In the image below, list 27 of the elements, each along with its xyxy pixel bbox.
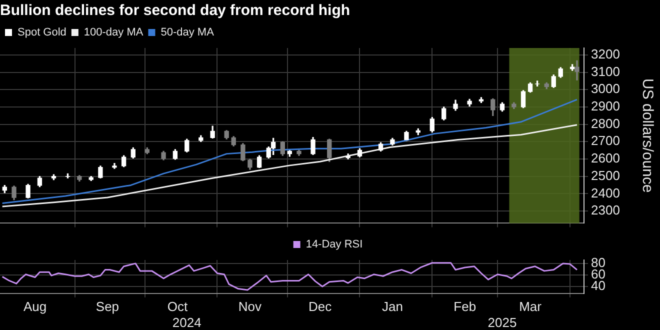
y-tick-label: 2900: [591, 98, 620, 114]
legend-label: 50-day MA: [160, 26, 215, 39]
y-tick-label: 2600: [591, 150, 620, 166]
x-tick-label: Jan: [382, 298, 403, 314]
legend-label: Spot Gold: [18, 26, 66, 39]
y-tick-label: 2400: [591, 185, 620, 200]
y-tick-label: 2300: [591, 202, 620, 218]
y-tick-label: 3200: [591, 46, 620, 62]
y-tick-label: 2500: [591, 168, 620, 183]
y-tick-label: 2700: [591, 133, 620, 148]
chart-title: Bullion declines for second day from record high: [0, 2, 350, 20]
candlestick: [574, 60, 580, 80]
text: 2024: [172, 315, 202, 330]
x-tick-label: Nov: [238, 298, 262, 314]
y-tick-label: 3000: [591, 81, 620, 96]
x-tick-label: Feb: [454, 298, 476, 314]
x-tick-label: Mar: [519, 298, 542, 314]
legend-label: 100-day MA: [84, 26, 144, 39]
y-axis-title: US dollars/ounce: [638, 78, 656, 193]
y-tick-label: 3100: [591, 64, 620, 79]
x-tick-label: Oct: [167, 298, 188, 314]
x-tick-label: Sep: [96, 298, 120, 314]
text: 2025: [488, 315, 517, 330]
legend-label: 14-Day RSI: [306, 238, 363, 251]
x-tick-label: Aug: [23, 298, 47, 314]
y-tick-label: 2800: [591, 116, 620, 131]
x-tick-label: Dec: [308, 298, 332, 314]
